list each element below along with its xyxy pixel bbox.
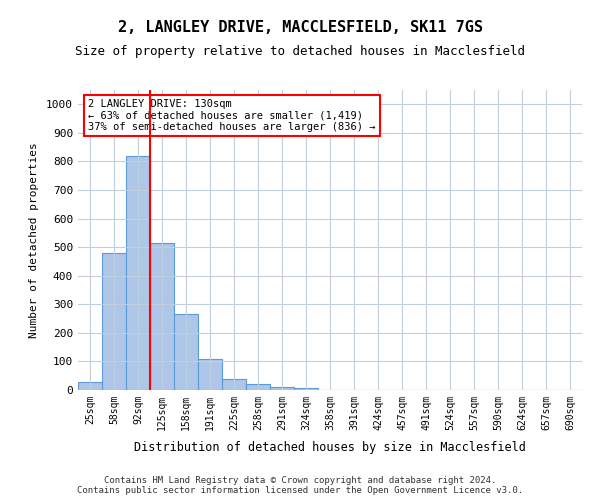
Bar: [198, 358, 222, 390]
Text: Size of property relative to detached houses in Macclesfield: Size of property relative to detached ho…: [75, 45, 525, 58]
Bar: [78, 382, 102, 390]
Bar: [246, 384, 270, 390]
Y-axis label: Number of detached properties: Number of detached properties: [29, 142, 39, 338]
Text: Contains HM Land Registry data © Crown copyright and database right 2024.
Contai: Contains HM Land Registry data © Crown c…: [77, 476, 523, 495]
Text: 2 LANGLEY DRIVE: 130sqm
← 63% of detached houses are smaller (1,419)
37% of semi: 2 LANGLEY DRIVE: 130sqm ← 63% of detache…: [88, 99, 376, 132]
Bar: [270, 386, 294, 390]
Bar: [222, 379, 246, 390]
Bar: [102, 253, 126, 390]
Bar: [174, 314, 198, 390]
X-axis label: Distribution of detached houses by size in Macclesfield: Distribution of detached houses by size …: [134, 441, 526, 454]
Text: 2, LANGLEY DRIVE, MACCLESFIELD, SK11 7GS: 2, LANGLEY DRIVE, MACCLESFIELD, SK11 7GS: [118, 20, 482, 35]
Bar: [126, 156, 150, 390]
Bar: [150, 243, 174, 390]
Bar: [294, 388, 318, 390]
